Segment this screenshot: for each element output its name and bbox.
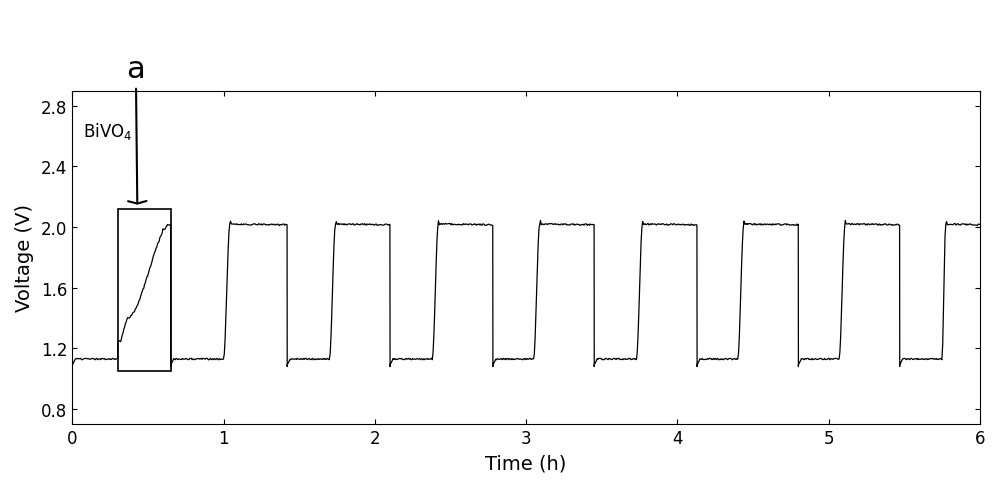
Y-axis label: Voltage (V): Voltage (V) <box>15 204 34 312</box>
Text: a: a <box>126 55 146 204</box>
Bar <box>118 209 171 371</box>
X-axis label: Time (h): Time (h) <box>485 454 567 473</box>
Text: BiVO$_4$: BiVO$_4$ <box>83 121 132 142</box>
